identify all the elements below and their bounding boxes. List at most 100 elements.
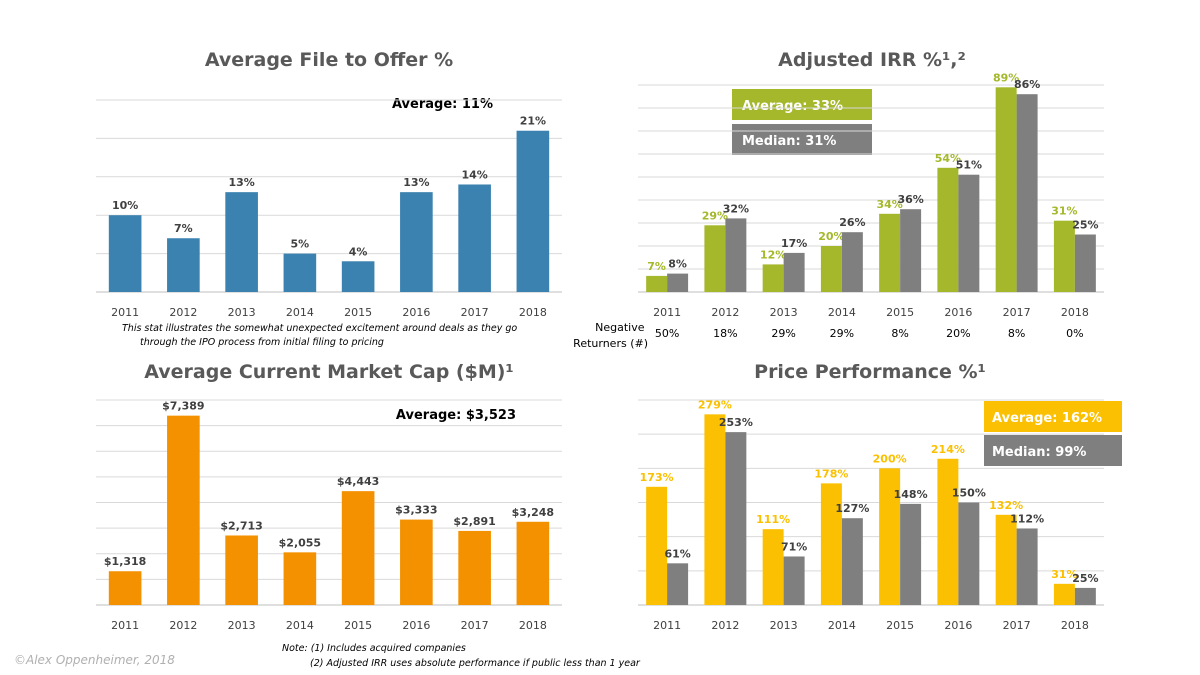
data-label: 20% [818,230,844,243]
data-label: 31% [1051,568,1077,581]
bar [783,252,805,292]
data-label: 14% [461,168,487,181]
x-tick-label: 2011 [653,619,681,632]
legend-label-price-median: Median: 99% [992,445,1086,460]
x-tick-label: 2017 [1003,619,1031,632]
x-tick-label: 2016 [944,306,972,319]
bar [762,264,784,292]
data-label: 32% [723,202,749,215]
bar [725,432,747,605]
bar [1016,94,1038,292]
legend-box-irr-median [732,124,872,155]
x-tick-label: 2018 [1061,306,1089,319]
bar [341,491,375,605]
copyright-text: ©Alex Oppenheimer, 2018 [14,653,175,667]
bar [1074,587,1096,605]
data-label: 150% [952,487,986,500]
legend-box-price-average [984,401,1122,432]
data-label: 4% [349,245,368,258]
x-tick-label: 2016 [944,619,972,632]
data-label: 10% [112,199,138,212]
data-label: 36% [897,193,923,206]
bar [283,552,317,605]
bar [400,192,433,292]
data-label: 31% [1051,205,1077,218]
bar [900,209,922,292]
average-annotation-market-cap: Average: $3,523 [396,408,516,423]
bar [958,174,980,292]
bar [937,458,959,605]
average-annotation-file-to-offer: Average: 11% [392,97,493,112]
bar [667,563,689,605]
data-label: 12% [760,248,786,261]
data-label: $7,389 [162,400,204,413]
x-tick-label: 2011 [653,306,681,319]
data-label: 51% [956,159,982,172]
x-tick-label: 2017 [461,306,489,319]
data-label: 61% [664,547,690,560]
data-label: 112% [1010,512,1044,525]
legend-box-price-median [984,435,1122,466]
bar [958,502,980,605]
data-label: $3,333 [395,504,437,517]
bar [841,518,863,605]
data-label: 17% [781,237,807,250]
file-to-offer-footnote: This stat illustrates the somewhat unexp… [122,323,520,348]
x-tick-label: 2017 [1003,306,1031,319]
bar [820,483,842,605]
x-tick-label: 2013 [228,619,256,632]
bar [516,130,550,292]
x-tick-label: 2014 [828,306,856,319]
data-label: 13% [403,176,429,189]
chart-title-file-to-offer: Average File to Offer % [205,49,453,71]
bar [704,414,726,605]
data-label: 7% [174,222,193,235]
x-tick-label: 2015 [886,619,914,632]
data-label: 34% [876,198,902,211]
data-label: 29% [702,209,728,222]
x-tick-label: 2011 [111,306,139,319]
bar [458,184,491,292]
x-tick-label: 2012 [711,619,739,632]
bar [167,238,200,292]
data-label: 7% [647,260,666,273]
bar [225,192,258,292]
negative-returners-value: 29% [771,327,795,340]
x-tick-label: 2013 [770,306,798,319]
x-tick-label: 2015 [344,619,372,632]
negative-returners-value: 8% [891,327,908,340]
x-tick-label: 2013 [228,306,256,319]
data-label: $1,318 [104,555,146,568]
x-tick-label: 2016 [402,619,430,632]
x-tick-label: 2016 [402,306,430,319]
data-label: 200% [873,452,907,465]
bar [995,514,1017,605]
x-tick-label: 2013 [770,619,798,632]
x-tick-label: 2018 [519,306,547,319]
bar [783,556,805,605]
data-label: $2,891 [453,515,495,528]
x-tick-label: 2018 [519,619,547,632]
data-label: 127% [835,502,869,515]
data-label: 5% [291,238,310,251]
data-label: $4,443 [337,475,379,488]
x-tick-label: 2014 [828,619,856,632]
bar [225,535,258,605]
data-label: $2,055 [279,536,321,549]
chart-title-price-performance: Price Performance %¹ [754,361,986,383]
bar [879,468,901,605]
bar [1016,528,1038,605]
x-tick-label: 2014 [286,619,314,632]
x-tick-label: 2012 [711,306,739,319]
data-label: 173% [640,471,674,484]
data-label: 8% [668,258,687,271]
legend-label-irr-average: Average: 33% [742,99,843,114]
x-tick-label: 2015 [344,306,372,319]
x-tick-label: 2014 [286,306,314,319]
data-label: $3,248 [512,506,554,519]
bar [108,571,142,605]
bar [841,232,863,292]
bar [900,503,922,605]
bar [283,253,317,292]
